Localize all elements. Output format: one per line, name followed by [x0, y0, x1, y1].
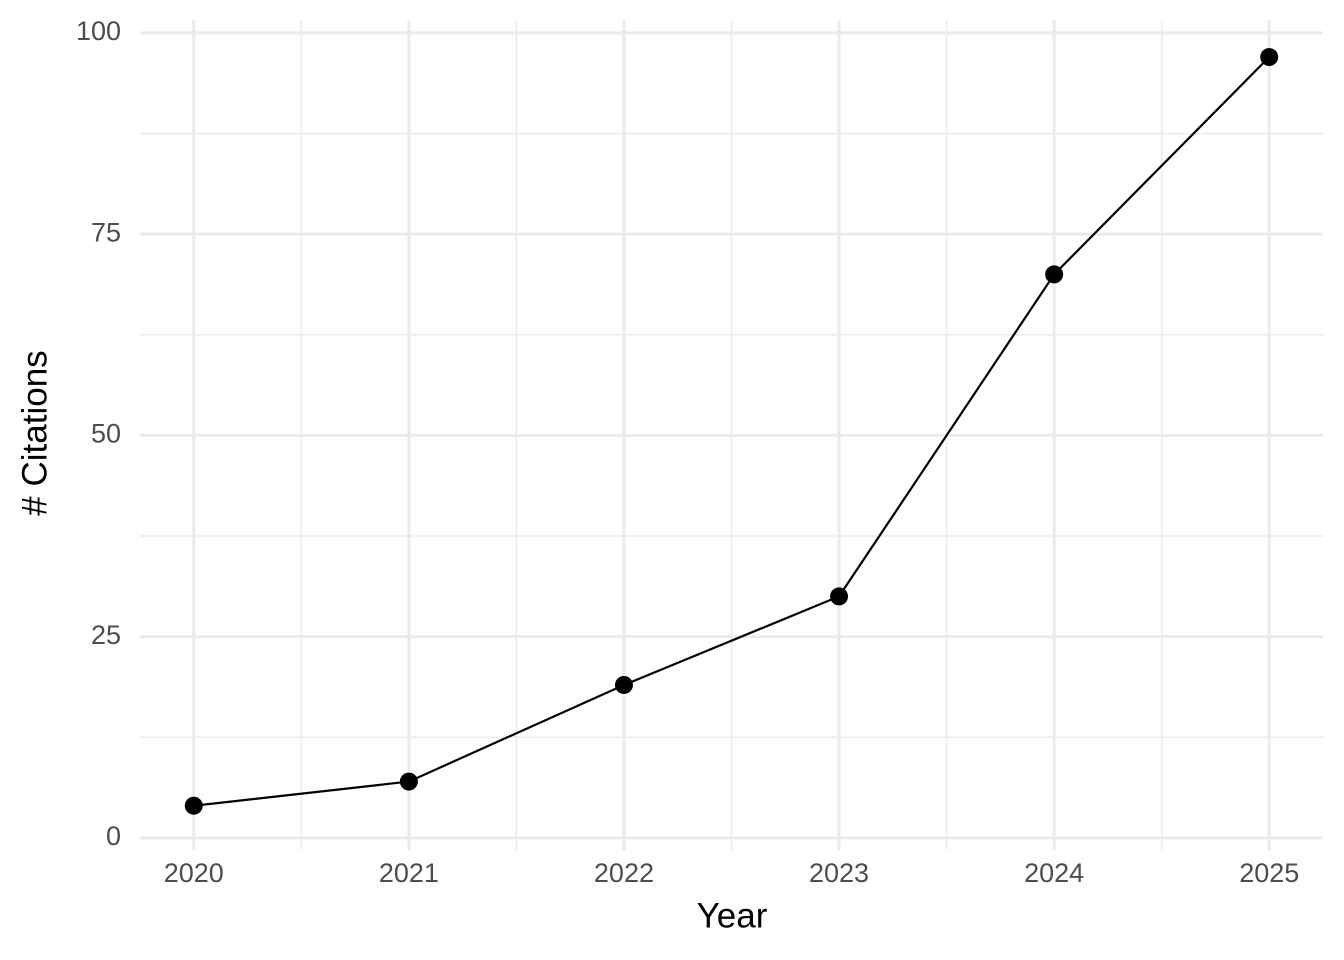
line	[193, 56, 1271, 807]
x-axis-title: Year	[697, 896, 768, 935]
point	[614, 675, 633, 694]
point	[1045, 265, 1064, 284]
y-tick-label: 25	[91, 620, 121, 650]
x-tick-label: 2021	[379, 858, 439, 888]
point	[830, 587, 849, 606]
y-axis-title: # Citations	[15, 350, 54, 515]
x-tick-label: 2025	[1239, 858, 1299, 888]
x-tick-label: 2022	[594, 858, 654, 888]
point	[1260, 48, 1279, 67]
x-tick-label: 2023	[809, 858, 869, 888]
point	[399, 772, 418, 791]
point	[184, 796, 203, 815]
y-tick-label: 50	[91, 419, 121, 449]
x-tick-label: 2020	[164, 858, 224, 888]
x-tick-label: 2024	[1024, 858, 1084, 888]
y-tick-label: 0	[106, 821, 121, 851]
y-tick-label: 100	[76, 16, 121, 46]
y-tick-label: 75	[91, 217, 121, 247]
